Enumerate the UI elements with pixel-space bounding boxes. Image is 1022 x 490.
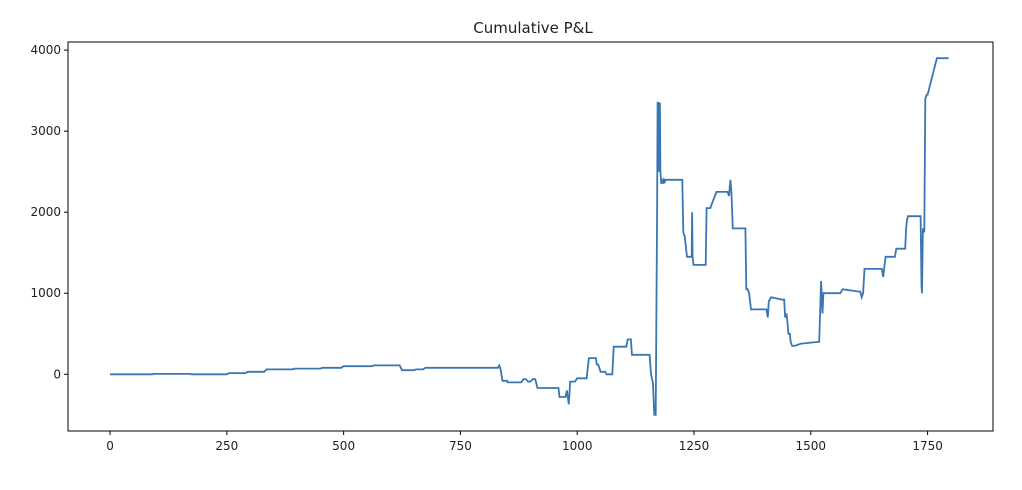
y-tick-label: 0 xyxy=(53,367,61,381)
x-tick-label: 1750 xyxy=(912,439,943,453)
plot-area xyxy=(110,57,949,416)
y-tick-label: 4000 xyxy=(30,43,61,57)
x-tick-label: 0 xyxy=(106,439,114,453)
chart-title: Cumulative P&L xyxy=(473,19,593,37)
x-tick-label: 1000 xyxy=(562,439,593,453)
x-tick-label: 1250 xyxy=(679,439,710,453)
axes-frame xyxy=(67,41,994,432)
x-tick-label: 750 xyxy=(449,439,472,453)
x-tick-label: 250 xyxy=(215,439,238,453)
x-tick-label: 500 xyxy=(332,439,355,453)
x-axis: 0 250 500 750 1000 1250 1500 1750 xyxy=(106,431,943,453)
y-axis: 0 1000 2000 3000 4000 xyxy=(30,43,68,381)
x-tick-label: 1500 xyxy=(796,439,827,453)
y-tick-label: 3000 xyxy=(30,124,61,138)
y-tick-label: 2000 xyxy=(30,205,61,219)
pnl-series-line xyxy=(110,57,949,416)
y-tick-label: 1000 xyxy=(30,286,61,300)
